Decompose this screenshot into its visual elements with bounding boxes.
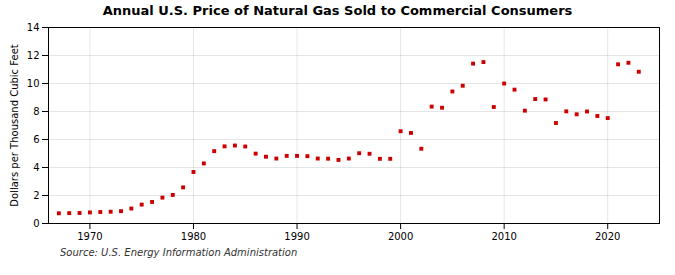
html-text:Annual U.S. Price of Natural G: Annual U.S. Price of Natural Gas Sold to… <box>102 3 573 18</box>
svg-text:8: 8 <box>33 106 39 117</box>
svg-text:1990: 1990 <box>284 231 309 242</box>
svg-text:0: 0 <box>33 218 39 229</box>
svg-text:2000: 2000 <box>388 231 413 242</box>
svg-text:2: 2 <box>33 190 39 201</box>
svg-text:Dollars per Thousand Cubic Fee: Dollars per Thousand Cubic Feet <box>9 44 20 207</box>
svg-text:6: 6 <box>33 134 39 145</box>
svg-text:1970: 1970 <box>77 231 102 242</box>
svg-text:2010: 2010 <box>491 231 516 242</box>
svg-text:14: 14 <box>27 22 40 33</box>
svg-text:1980: 1980 <box>181 231 206 242</box>
html-text:Source: U.S. Energy Informatio: Source: U.S. Energy Information Administ… <box>60 247 298 258</box>
svg-text:12: 12 <box>27 50 40 61</box>
svg-text:2020: 2020 <box>595 231 620 242</box>
svg-text:4: 4 <box>33 162 39 173</box>
svg-text:10: 10 <box>27 78 40 89</box>
